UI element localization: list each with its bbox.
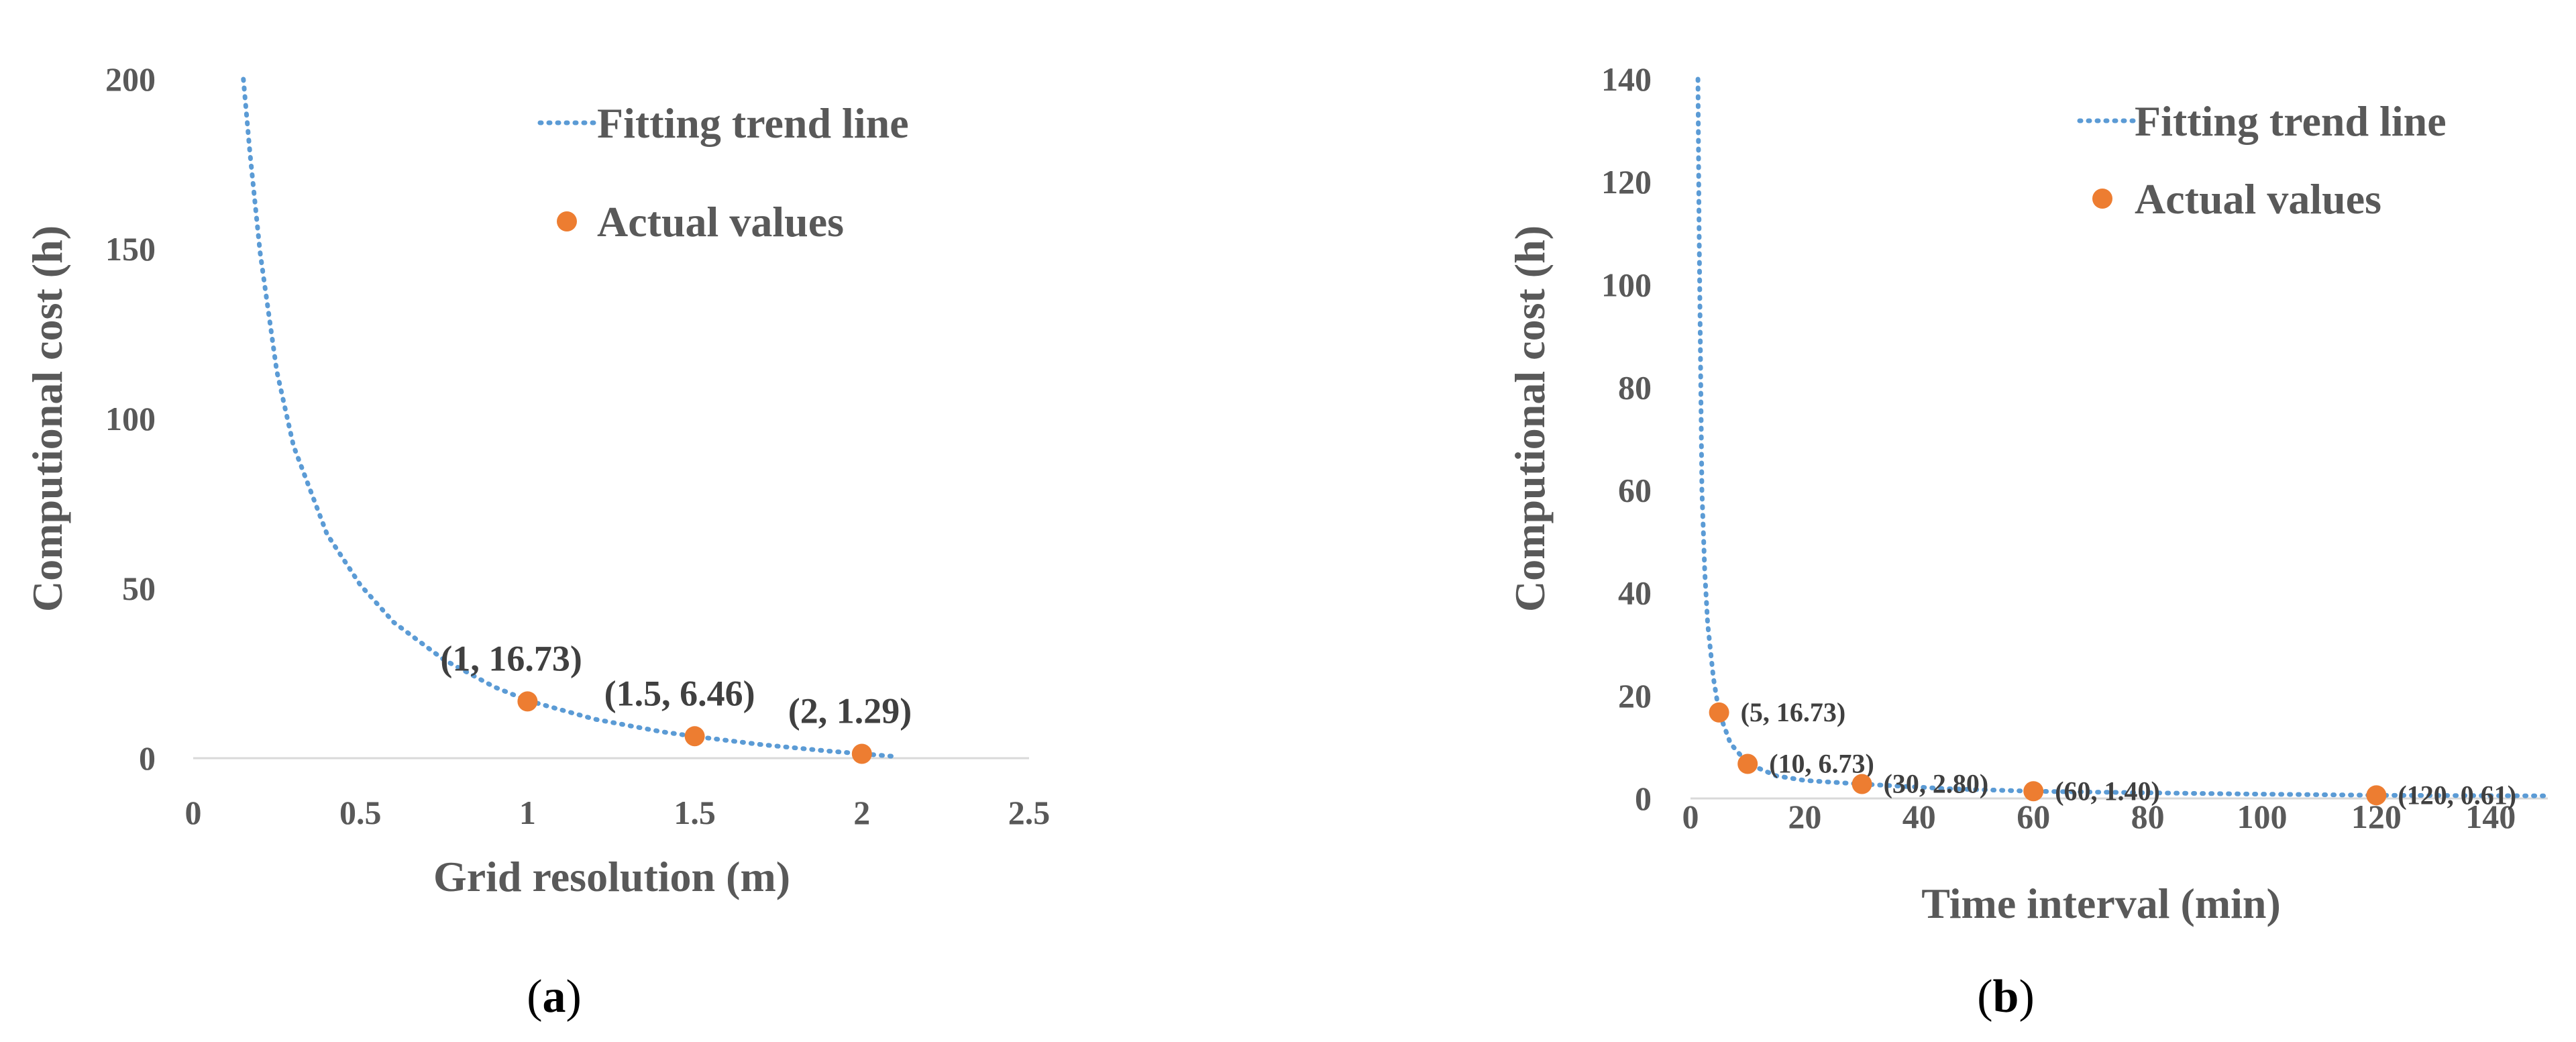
x-tick-label: 2.5 (1008, 794, 1051, 831)
data-point (2023, 781, 2044, 802)
data-label: (2, 1.29) (788, 690, 912, 731)
data-label: (30, 2.80) (1884, 769, 1989, 799)
chart-panel-b: 0 20 40 60 80 100 120 140020406080100120140Time… (1506, 60, 2551, 1023)
panel-label: (b) (1977, 971, 2035, 1023)
data-label: (1.5, 6.46) (604, 673, 755, 713)
x-tick-label: 0.5 (339, 794, 382, 831)
y-tick-label: 150 (105, 230, 156, 268)
data-point (517, 691, 538, 712)
panel-label-close: ) (566, 971, 582, 1023)
x-axis-title: Time interval (min) (1921, 880, 2281, 927)
x-tick-label: 140 (2465, 798, 2516, 835)
panel-label-close: ) (2019, 971, 2034, 1023)
panel-label-letter: a (543, 971, 566, 1023)
data-label: (1, 16.73) (440, 638, 582, 678)
data-point (1851, 774, 1872, 794)
y-tick-label: 60 (1618, 472, 1652, 509)
y-axis-title: Computional cost (h) (1506, 225, 1554, 612)
data-point (2366, 785, 2387, 806)
data-label: (5, 16.73) (1741, 697, 1846, 727)
y-tick-label: 20 (1618, 677, 1652, 715)
x-tick-label: 60 (2017, 798, 2050, 835)
x-tick-label: 2 (853, 794, 870, 831)
x-axis-title: Grid resolution (m) (433, 853, 790, 900)
legend-points-label: Actual values (597, 198, 844, 246)
y-tick-label: 40 (1618, 574, 1652, 612)
legend-points-swatch (557, 211, 577, 231)
legend-trend-label: Fitting trend line (597, 99, 909, 147)
data-point (684, 726, 705, 747)
x-tick-label: 1.5 (674, 794, 716, 831)
x-tick-label: 20 (1788, 798, 1821, 835)
panel-label-open: ( (527, 971, 542, 1023)
y-tick-label: 200 (105, 60, 156, 98)
panel-label: (a) (527, 971, 582, 1023)
y-tick-label: 80 (1618, 368, 1652, 406)
y-tick-label: 120 (1601, 163, 1652, 201)
y-tick-label: 140 (1601, 60, 1652, 98)
y-tick-label: 0 (1635, 780, 1652, 817)
y-tick-label: 50 (122, 570, 156, 607)
x-tick-label: 1 (519, 794, 536, 831)
x-tick-label: 0 (1682, 798, 1699, 835)
legend-points-swatch (2092, 189, 2112, 209)
data-point (1737, 753, 1758, 774)
data-point (1709, 702, 1729, 723)
panel-label-open: ( (1977, 971, 1992, 1023)
panel-label-letter: b (1993, 971, 2019, 1023)
x-tick-label: 40 (1902, 798, 1936, 835)
legend-trend-label: Fitting trend line (2135, 97, 2447, 145)
y-tick-label: 0 (139, 739, 156, 777)
data-label: (120, 0.61) (2398, 780, 2516, 810)
y-tick-label: 100 (105, 400, 156, 437)
trend-line (241, 76, 898, 759)
data-point (851, 743, 872, 764)
x-tick-label: 100 (2237, 798, 2288, 835)
x-tick-label: 0 (185, 794, 202, 831)
y-tick-label: 100 (1601, 266, 1652, 303)
y-axis-title: Computional cost (h) (23, 225, 71, 612)
x-tick-label: 80 (2131, 798, 2165, 835)
trend-line (1695, 76, 2551, 798)
data-label: (10, 6.73) (1769, 748, 1874, 778)
chart-panel-a: 0 0.5 1 1.5 2 2.5 0 50 100 150 200 Grid resolution … (23, 60, 1050, 1023)
legend-points-label: Actual values (2135, 175, 2381, 223)
data-label: (60, 1.40) (2055, 776, 2160, 806)
